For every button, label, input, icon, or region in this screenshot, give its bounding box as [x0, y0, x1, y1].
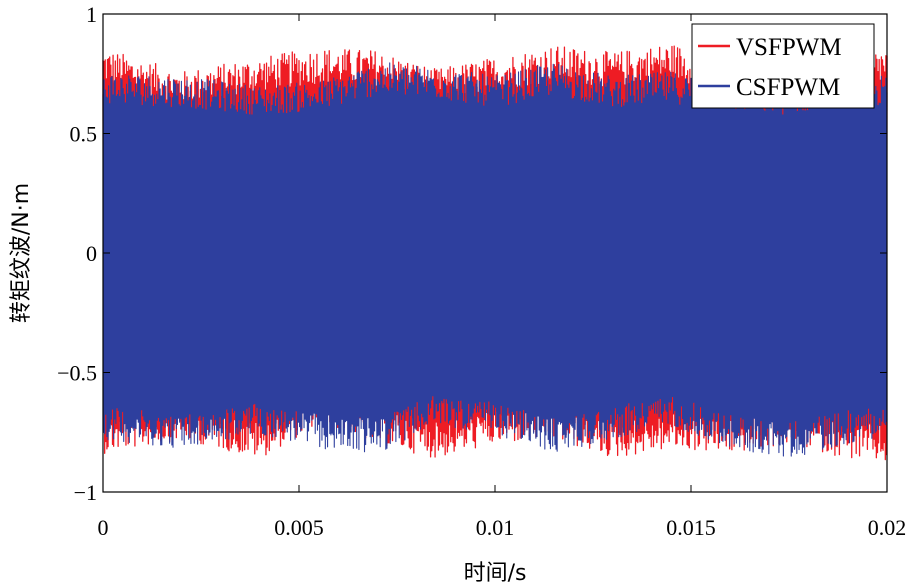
- x-tick-label: 0.005: [274, 515, 324, 540]
- y-tick-label: 1: [86, 2, 97, 27]
- y-axis-label: 转矩纹波/N·m: [9, 183, 34, 323]
- y-tick-label: 0.5: [70, 122, 98, 147]
- series-layer: [102, 45, 888, 461]
- x-tick-label: 0: [98, 515, 109, 540]
- y-tick-label: −0.5: [57, 361, 97, 386]
- legend-box: [691, 23, 875, 109]
- x-tick-label: 0.01: [476, 515, 515, 540]
- series-csfpwm: [102, 62, 888, 457]
- x-tick-label: 0.02: [868, 515, 907, 540]
- ticks-layer: 0 0.005 0.01 0.015 0.02 1 0.5 0 −0.5 −1: [57, 2, 906, 540]
- series-line-csfpwm: [102, 62, 888, 457]
- legend-label-csfpwm: CSFPWM: [736, 74, 840, 101]
- x-axis-label: 时间/s: [464, 561, 527, 586]
- legend-label-vsfpwm: VSFPWM: [736, 34, 842, 61]
- y-tick-label: −1: [74, 480, 97, 505]
- legend: VSFPWM CSFPWM: [691, 23, 875, 109]
- x-tick-label: 0.015: [666, 515, 716, 540]
- y-tick-label: 0: [86, 241, 97, 266]
